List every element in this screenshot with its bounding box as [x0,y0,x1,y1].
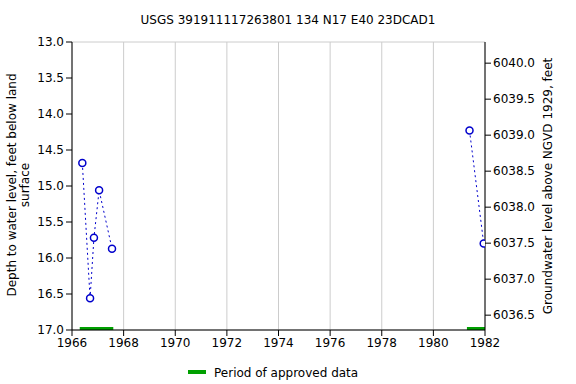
svg-text:6036.5: 6036.5 [493,308,535,322]
svg-text:Period of approved data: Period of approved data [214,366,358,380]
svg-text:16.5: 16.5 [37,287,64,301]
svg-text:1978: 1978 [366,336,397,350]
svg-text:6040.0: 6040.0 [493,56,535,70]
svg-text:13.0: 13.0 [37,35,64,49]
svg-text:6039.5: 6039.5 [493,92,535,106]
svg-text:14.0: 14.0 [37,107,64,121]
svg-text:1966: 1966 [57,336,88,350]
svg-text:6038.0: 6038.0 [493,200,535,214]
svg-text:6039.0: 6039.0 [493,128,535,142]
svg-text:1974: 1974 [263,336,294,350]
svg-text:Depth to water level, feet bel: Depth to water level, feet below landsur… [8,73,32,296]
svg-text:1970: 1970 [160,336,191,350]
svg-text:1976: 1976 [315,336,346,350]
svg-text:6037.5: 6037.5 [493,236,535,250]
svg-text:1972: 1972 [212,336,243,350]
svg-text:15.5: 15.5 [37,215,64,229]
svg-text:14.5: 14.5 [37,143,64,157]
svg-text:USGS 391911117263801 134 N17: USGS 391911117263801 134 N17 E40 23DCAD1 [141,13,436,27]
svg-text:13.5: 13.5 [37,71,64,85]
svg-text:1968: 1968 [108,336,139,350]
svg-text:17.0: 17.0 [37,323,64,337]
svg-text:1982: 1982 [470,336,501,350]
svg-text:6038.5: 6038.5 [493,164,535,178]
svg-text:1980: 1980 [418,336,449,350]
svg-text:15.0: 15.0 [37,179,64,193]
svg-text:Groundwater level above NGVD 1: Groundwater level above NGVD 1929, feet [541,57,555,314]
svg-text:16.0: 16.0 [37,251,64,265]
svg-text:6037.0: 6037.0 [493,272,535,286]
